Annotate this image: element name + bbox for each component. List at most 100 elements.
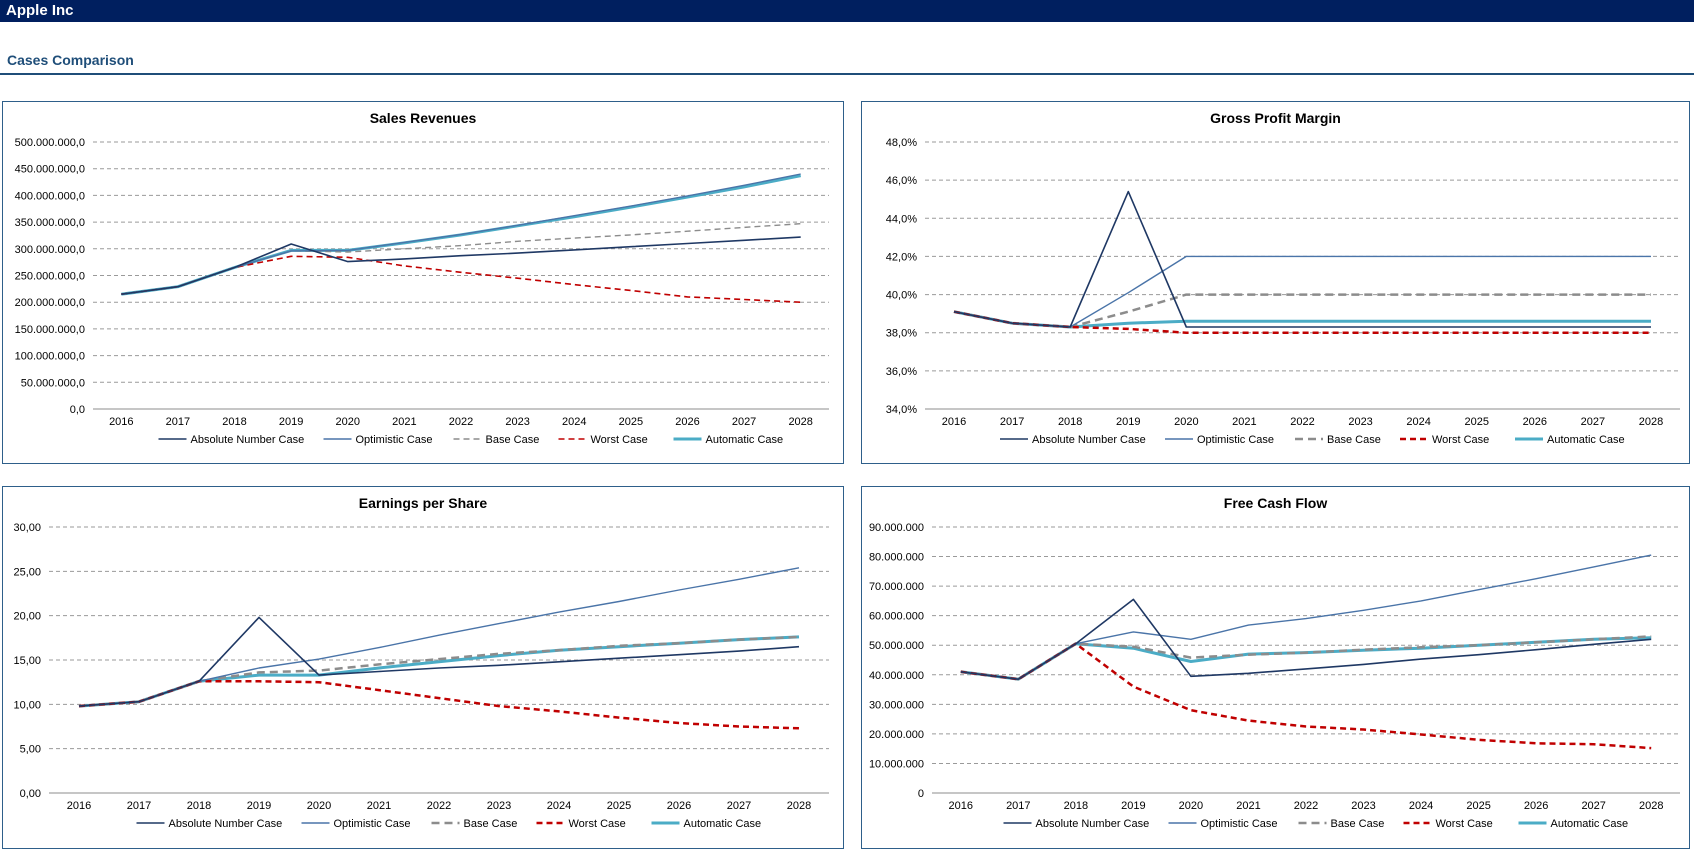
legend-label: Automatic Case xyxy=(684,818,762,830)
x-tick-label: 2026 xyxy=(1524,800,1548,812)
x-tick-label: 2020 xyxy=(307,800,331,812)
x-tick-label: 2018 xyxy=(1058,416,1082,428)
series-line-base-case xyxy=(960,635,1652,681)
legend-item: Base Case xyxy=(1298,818,1385,830)
x-tick-label: 2024 xyxy=(1406,416,1430,428)
legend-label: Automatic Case xyxy=(1551,818,1629,830)
y-tick-label: 5,00 xyxy=(20,744,41,756)
x-tick-label: 2019 xyxy=(1121,800,1145,812)
section-title: Cases Comparison xyxy=(7,52,134,68)
legend-item: Automatic Case xyxy=(673,434,783,446)
series-line-automatic-case xyxy=(953,310,1651,329)
series-line-absolute-number-case xyxy=(960,598,1652,680)
x-tick-label: 2027 xyxy=(727,800,751,812)
x-tick-label: 2016 xyxy=(67,800,91,812)
legend-label: Absolute Number Case xyxy=(1036,818,1150,830)
y-tick-label: 0 xyxy=(918,788,924,800)
y-tick-label: 20,00 xyxy=(13,611,41,623)
legend-label: Base Case xyxy=(486,434,540,446)
x-tick-label: 2022 xyxy=(449,416,473,428)
y-tick-label: 46,0% xyxy=(886,175,917,187)
x-tick-label: 2023 xyxy=(505,416,529,428)
legend-label: Base Case xyxy=(464,818,518,830)
x-tick-label: 2017 xyxy=(166,416,190,428)
legend-label: Base Case xyxy=(1331,818,1385,830)
series-line-optimistic-case xyxy=(960,554,1652,680)
x-tick-label: 2021 xyxy=(392,416,416,428)
y-tick-label: 10.000.000 xyxy=(869,758,924,770)
x-tick-label: 2025 xyxy=(607,800,631,812)
legend-item: Base Case xyxy=(1295,434,1381,446)
x-tick-label: 2026 xyxy=(1523,416,1547,428)
earnings-per-share-chart: Earnings per Share 0,00 5,00 10,00 15,00 20,0… xyxy=(2,486,844,849)
legend-item: Automatic Case xyxy=(651,818,762,830)
y-tick-label: 90.000.000 xyxy=(869,522,924,534)
y-tick-label: 50.000.000 xyxy=(869,640,924,652)
y-tick-label: 15,00 xyxy=(13,655,41,667)
y-tick-label: 400.000.000,0 xyxy=(15,190,85,202)
y-tick-label: 100.000.000,0 xyxy=(15,351,85,363)
legend-item: Worst Case xyxy=(536,818,626,830)
free-cash-flow-chart: Free Cash Flow 0 10.000.000 20.000.000 30.00… xyxy=(861,486,1690,849)
series-line-base-case xyxy=(78,635,800,708)
legend-label: Base Case xyxy=(1327,434,1381,446)
y-tick-label: 0,00 xyxy=(20,788,41,800)
chart-title: Sales Revenues xyxy=(370,110,477,126)
legend-item: Automatic Case xyxy=(1515,434,1625,446)
y-tick-label: 500.000.000,0 xyxy=(15,137,85,149)
x-tick-label: 2027 xyxy=(1581,416,1605,428)
y-tick-label: 42,0% xyxy=(886,251,917,263)
legend-label: Worst Case xyxy=(591,434,648,446)
x-tick-label: 2027 xyxy=(1581,800,1605,812)
x-tick-label: 2023 xyxy=(487,800,511,812)
x-tick-label: 2020 xyxy=(336,416,360,428)
x-tick-label: 2022 xyxy=(427,800,451,812)
gpm-svg: Gross Profit Margin 34,0% 36,0% 38,0% 40,0% 4… xyxy=(886,110,1680,446)
legend-item: Absolute Number Case xyxy=(1000,434,1146,446)
x-tick-label: 2021 xyxy=(1236,800,1260,812)
legend-label: Absolute Number Case xyxy=(1032,434,1146,446)
app-title: Apple Inc xyxy=(6,2,74,19)
x-tick-label: 2016 xyxy=(949,800,973,812)
legend-label: Automatic Case xyxy=(1547,434,1625,446)
legend-item: Worst Case xyxy=(1403,818,1493,830)
series-line-base-case xyxy=(121,223,801,295)
x-tick-label: 2024 xyxy=(1409,800,1433,812)
series-line-absolute-number-case xyxy=(78,616,800,707)
legend-item: Absolute Number Case xyxy=(136,818,283,830)
chart-title: Gross Profit Margin xyxy=(1210,110,1341,126)
series-line-absolute-number-case xyxy=(121,236,801,295)
y-tick-label: 40.000.000 xyxy=(869,670,924,682)
legend-label: Optimistic Case xyxy=(356,434,433,446)
legend-label: Absolute Number Case xyxy=(169,818,283,830)
x-tick-label: 2023 xyxy=(1348,416,1372,428)
y-tick-label: 25,00 xyxy=(13,566,41,578)
y-tick-label: 20.000.000 xyxy=(869,729,924,741)
x-tick-label: 2017 xyxy=(1000,416,1024,428)
y-tick-label: 0,0 xyxy=(70,404,85,416)
legend-item: Base Case xyxy=(453,434,540,446)
x-tick-label: 2028 xyxy=(788,416,812,428)
y-tick-label: 200.000.000,0 xyxy=(15,297,85,309)
fcf-svg: Free Cash Flow 0 10.000.000 20.000.000 30.00… xyxy=(869,495,1680,830)
section-divider xyxy=(0,73,1694,75)
x-tick-label: 2019 xyxy=(279,416,303,428)
y-tick-label: 30.000.000 xyxy=(869,699,924,711)
gross-profit-margin-chart: Gross Profit Margin 34,0% 36,0% 38,0% 40,0% 4… xyxy=(861,101,1690,464)
eps-svg: Earnings per Share 0,00 5,00 10,00 15,00 20,0… xyxy=(13,495,829,830)
legend-item: Optimistic Case xyxy=(301,818,411,830)
legend-label: Optimistic Case xyxy=(1201,818,1278,830)
y-tick-label: 50.000.000,0 xyxy=(21,377,85,389)
legend-label: Absolute Number Case xyxy=(191,434,305,446)
x-tick-label: 2021 xyxy=(367,800,391,812)
x-tick-label: 2025 xyxy=(1466,800,1490,812)
y-tick-label: 34,0% xyxy=(886,404,917,416)
sales-revenues-chart: Sales Revenues 0,0 50.000.000,0 100.000.000… xyxy=(2,101,844,464)
x-tick-label: 2019 xyxy=(1116,416,1140,428)
x-tick-label: 2018 xyxy=(187,800,211,812)
legend-label: Worst Case xyxy=(569,818,626,830)
y-tick-label: 44,0% xyxy=(886,213,917,225)
y-tick-label: 48,0% xyxy=(886,137,917,149)
x-tick-label: 2028 xyxy=(787,800,811,812)
header-bar: Apple Inc xyxy=(0,0,1694,22)
